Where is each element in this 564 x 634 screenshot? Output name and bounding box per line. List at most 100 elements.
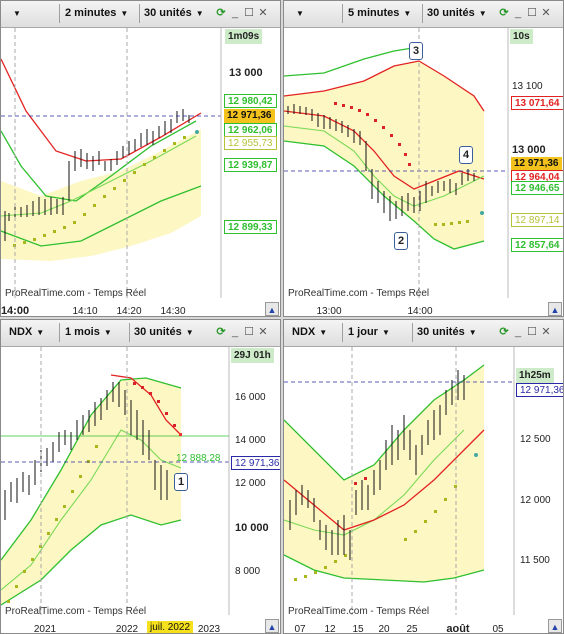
footer-credit: ProRealTime.com - Temps Réel [288,606,430,617]
symbol-selector[interactable]: ▼ [9,4,21,22]
chevron-down-icon: ▼ [185,328,194,337]
chevron-down-icon: ▼ [478,9,487,18]
y-tick-label: 14 000 [235,435,266,446]
y-tick-label: 10 000 [235,522,269,534]
chevron-down-icon: ▼ [103,328,112,337]
x-tick-label: 13:00 [316,306,341,317]
close-icon[interactable]: ✕ [541,7,551,19]
close-icon[interactable]: ✕ [258,326,268,338]
x-cursor-date: juil. 2022 [147,621,194,633]
x-tick-label: 12 [324,624,336,634]
x-tick-label: 25 [406,624,418,634]
refresh-icon[interactable]: ⟳ [499,7,509,19]
x-tick-label: 14:00 [407,306,432,317]
scroll-end-icon[interactable]: ▲ [548,619,562,633]
timeframe-selector[interactable]: 2 minutes ▼ [65,7,129,19]
maximize-icon[interactable]: ☐ [527,7,537,19]
chevron-down-icon: ▼ [36,328,45,337]
candle-timer: 10s [510,29,533,44]
chart-panel-2min[interactable]: ▼ 2 minutes ▼ 30 unités ▼ ⟳ _ ☐ ✕ 13 000 [0,0,281,317]
y-tick-label: 16 000 [235,392,266,403]
annotation-label: 3 [409,42,423,60]
chart-panel-monthly[interactable]: NDX ▼ 1 mois ▼ 30 unités ▼ ⟳ _ ☐ ✕ [0,319,281,634]
units-selector[interactable]: 30 unités ▼ [144,7,204,19]
refresh-icon[interactable]: ⟳ [499,326,509,338]
chart-panel-5min[interactable]: ▼ 5 minutes ▼ 30 unités ▼ ⟳ _ ☐ ✕ [283,0,564,317]
chart-panel-daily[interactable]: NDX ▼ 1 jour ▼ 30 unités ▼ ⟳ _ ☐ ✕ [283,319,564,634]
timeframe-selector[interactable]: 1 mois ▼ [65,326,112,338]
units-selector[interactable]: 30 unités ▼ [417,326,477,338]
price-tag-bottom-band: 12 899,33 [224,220,277,234]
maximize-icon[interactable]: ☐ [244,326,254,338]
minimize-icon[interactable]: _ [231,326,239,338]
x-tick-label: 2023 [198,624,221,634]
x-tick-label: 14:30 [160,306,185,317]
y-tick-label: 12 500 [520,434,551,445]
chevron-down-icon: ▼ [468,328,477,337]
price-tag-mid: 12 962,06 [224,123,277,137]
refresh-icon[interactable]: ⟳ [216,326,226,338]
x-tick-label: 15 [352,624,364,634]
chart-toolbar: NDX ▼ 1 jour ▼ 30 unités ▼ ⟳ _ ☐ ✕ [284,320,563,347]
units-selector[interactable]: 30 unités ▼ [134,326,194,338]
chevron-down-icon: ▼ [403,9,412,18]
units-selector[interactable]: 30 unités ▼ [427,7,487,19]
price-tag-last: 12 971,36 [224,109,275,123]
y-tick-label: 8 000 [235,566,260,577]
price-tag-sar: 12 897,14 [511,213,563,227]
symbol-selector[interactable]: NDX ▼ [9,326,45,338]
x-tick-label: 05 [492,624,504,634]
scroll-end-icon[interactable]: ▲ [265,619,279,633]
y-tick-label: 12 000 [520,495,551,506]
price-chart[interactable]: 16 000 14 000 12 000 10 000 8 000 2021 2… [1,320,281,634]
minimize-icon[interactable]: _ [514,326,522,338]
price-tag-lower: 12 939,87 [224,158,277,172]
y-tick-label: 11 500 [520,555,550,566]
x-tick-label: août [446,623,470,634]
chart-toolbar: NDX ▼ 1 mois ▼ 30 unités ▼ ⟳ _ ☐ ✕ [1,320,280,347]
candle-timer: 1m09s [225,29,263,44]
chevron-down-icon: ▼ [120,9,129,18]
price-tag-upper: 13 071,64 [511,96,563,110]
y-tick-label: 13 000 [229,67,263,79]
footer-credit: ProRealTime.com - Temps Réel [5,288,147,299]
footer-credit: ProRealTime.com - Temps Réel [288,288,430,299]
symbol-selector[interactable]: ▼ [292,4,304,22]
annotation-label: 1 [174,473,188,491]
price-tag-green: 12 946,65 [511,181,563,195]
minimize-icon[interactable]: _ [231,7,239,19]
symbol-selector[interactable]: NDX ▼ [292,326,328,338]
chevron-down-icon: ▼ [381,328,390,337]
price-chart[interactable]: 13 100 13 000 13:00 14:00 [284,1,564,317]
minimize-icon[interactable]: _ [514,7,522,19]
maximize-icon[interactable]: ☐ [527,326,537,338]
close-icon[interactable]: ✕ [541,326,551,338]
x-tick-label: 07 [294,624,306,634]
chart-toolbar: ▼ 5 minutes ▼ 30 unités ▼ ⟳ _ ☐ ✕ [284,1,563,28]
chevron-down-icon: ▼ [195,9,204,18]
timeframe-selector[interactable]: 5 minutes ▼ [348,7,412,19]
scroll-end-icon[interactable]: ▲ [548,302,562,316]
price-tag-last: 12 971,36 [516,383,563,397]
price-chart[interactable]: 12 500 12 000 11 500 07 12 15 20 25 août… [284,320,564,634]
price-tag-sar: 12 955,73 [224,136,277,150]
candle-timer: 29J 01h [231,348,274,363]
chart-toolbar: ▼ 2 minutes ▼ 30 unités ▼ ⟳ _ ☐ ✕ [1,1,280,28]
annotation-label: 2 [394,232,408,250]
scroll-end-icon[interactable]: ▲ [265,302,279,316]
annotation-label: 4 [459,146,473,164]
close-icon[interactable]: ✕ [258,7,268,19]
x-tick-label: 20 [378,624,390,634]
y-tick-label: 12 000 [235,478,266,489]
refresh-icon[interactable]: ⟳ [216,7,226,19]
chevron-down-icon: ▼ [319,328,328,337]
price-tag-last: 12 971,36 [511,157,562,171]
x-tick-label: 14:10 [72,306,97,317]
price-chart[interactable]: 13 000 14:00 14:10 14:20 14:30 [1,1,281,317]
y-tick-label: 13 000 [512,144,546,156]
timeframe-selector[interactable]: 1 jour ▼ [348,326,390,338]
maximize-icon[interactable]: ☐ [244,7,254,19]
chevron-down-icon: ▼ [296,9,304,18]
price-tag-upper-band: 12 980,42 [224,94,277,108]
x-tick-label: 14:20 [116,306,141,317]
